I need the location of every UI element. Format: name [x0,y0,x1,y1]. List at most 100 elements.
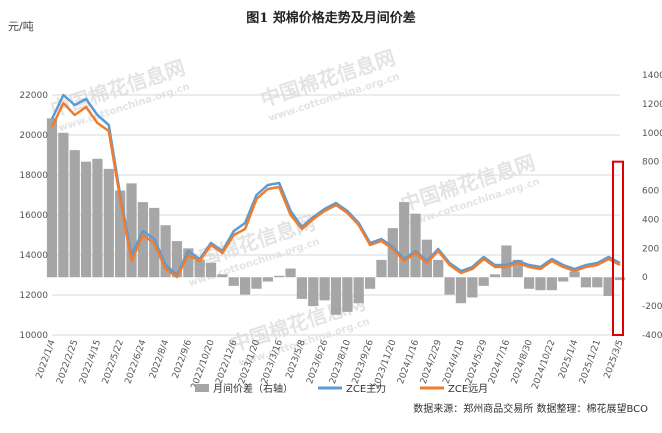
spread-bar [364,277,376,289]
spread-bar [46,118,58,278]
price-lines [50,93,621,279]
spread-bar [69,150,80,278]
right-tick-label: 1400 [642,71,662,81]
right-tick-label: 0 [642,273,648,283]
legend: 月间价差（右轴） ZCE主力 ZCE远月 [195,382,488,395]
spread-bar [376,259,387,278]
left-axis: 10000 12000 14000 16000 18000 20000 22000 [19,91,48,341]
left-tick-label: 12000 [19,291,48,301]
spread-bar [558,277,569,282]
legend-label: ZCE远月 [448,383,488,395]
spread-bar [251,277,262,289]
spread-bars [46,118,626,315]
spread-bar [433,259,444,278]
spread-bar [489,274,501,278]
x-tick-label: 2022/10/20 [190,338,217,390]
spread-bar [467,277,478,298]
spread-bar [603,277,614,296]
right-axis-highlight-box [612,160,624,336]
x-tick-label: 2023/8/10 [328,338,353,385]
x-tick-label: 2025/3/5 [603,339,626,380]
spread-bar [512,259,523,278]
spread-bar [546,277,557,291]
x-tick-label: 2024/10/22 [531,339,558,391]
spread-bar [614,277,626,281]
x-tick-label: 2024/1/16 [396,338,421,385]
x-axis: 2022/1/42022/2/252022/4/152022/5/222022/… [35,338,626,390]
x-tick-label: 2022/9/6 [171,338,194,380]
spread-bar [353,277,364,304]
x-tick-label: 2022/5/22 [101,339,126,386]
legend-label: ZCE主力 [346,382,386,395]
chart-title: 图1 郑棉价格走势及月间价差 [246,10,416,26]
spread-bar [240,277,251,295]
spread-bar [171,241,183,278]
spread-bar [160,225,171,278]
left-tick-label: 10000 [19,331,48,341]
right-axis: -400 -200 0 200 400 600 800 1000 1200 1400 [642,71,662,341]
right-tick-label: 1200 [642,100,662,110]
x-tick-label: 2024/8/30 [510,338,535,385]
spread-bar [103,168,114,278]
spread-bar [137,202,148,278]
x-tick-label: 2022/6/24 [124,338,149,385]
spread-bar [115,190,126,278]
x-tick-label: 2022/12/6 [214,338,239,385]
x-tick-label: 2023/11/20 [371,338,398,390]
spread-bar [308,277,319,307]
spread-bar [387,228,398,278]
spread-bar [410,213,421,278]
spread-bar [228,277,239,286]
spread-bar [535,277,546,291]
spread-bar [478,277,489,286]
spread-bar [580,277,592,288]
y-unit-label: 元/吨 [8,20,34,33]
right-tick-label: 400 [642,215,659,225]
left-tick-label: 18000 [19,171,48,181]
spread-bar [455,277,467,304]
x-tick-label: 2022/1/4 [35,338,58,380]
right-tick-label: -400 [642,331,662,341]
left-tick-label: 22000 [19,91,48,101]
x-tick-label: 2024/2/29 [419,338,444,385]
spread-bar [285,268,296,278]
spread-bar [399,202,410,278]
spread-bar [569,271,580,278]
x-tick-label: 2024/4/18 [442,338,467,385]
right-tick-label: 200 [642,244,659,254]
right-tick-label: 1000 [642,129,662,139]
x-tick-label: 2023/9/26 [351,338,376,385]
spread-bar [444,277,455,295]
right-tick-label: -200 [642,302,662,312]
right-tick-label: 800 [642,158,659,168]
source-note: 数据来源：郑州商品交易所 数据整理：棉花展望BCO [413,402,648,415]
x-tick-label: 2022/2/25 [55,339,80,386]
spread-bar [319,277,330,301]
spread-bar [262,277,273,282]
x-tick-label: 2025/1/21 [578,339,603,386]
right-tick-label: 600 [642,187,659,197]
spread-bar [92,158,103,278]
spread-bar [524,277,535,289]
left-tick-label: 14000 [19,251,48,261]
spread-bar [217,274,228,278]
spread-bar [58,132,69,278]
x-tick-label: 2024/7/16 [487,338,512,385]
spread-bar [342,277,353,312]
spread-bar [126,183,137,278]
zce-main-line [50,93,621,277]
spread-bar [421,239,432,278]
spread-bar [274,275,285,278]
left-tick-label: 16000 [19,211,48,221]
spread-bar [296,277,308,299]
spread-bar [205,262,217,278]
spread-bar [592,277,603,288]
left-tick-label: 20000 [19,131,48,141]
x-tick-label: 2022/4/15 [78,339,103,386]
spread-bar [330,277,342,315]
legend-swatch-bar [195,384,209,392]
spread-bar [80,161,92,278]
x-tick-label: 2024/5/29 [464,338,489,385]
